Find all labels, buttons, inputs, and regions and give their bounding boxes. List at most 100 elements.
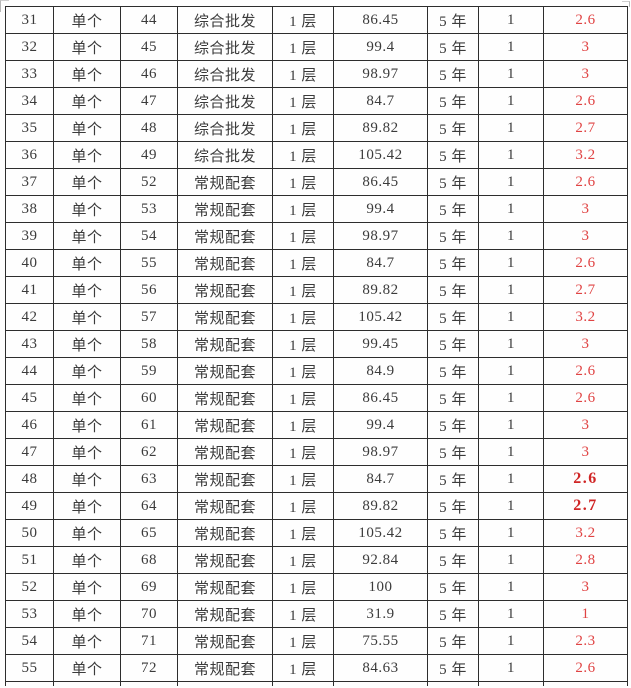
cell-area[interactable]: 100 <box>333 573 428 601</box>
cell-row-number[interactable]: 36 <box>5 141 54 169</box>
cell-unit-number[interactable]: 68 <box>120 546 178 574</box>
cell-area[interactable]: 84.7 <box>333 87 428 115</box>
cell-quantity[interactable]: 1 <box>478 276 544 304</box>
cell-row-number[interactable]: 45 <box>5 384 54 412</box>
cell-unit-number[interactable]: 54 <box>120 222 178 250</box>
cell-term[interactable]: 5 年 <box>427 6 479 34</box>
cell-floor[interactable]: 1 层 <box>272 249 334 277</box>
cell-unit-number[interactable]: 57 <box>120 303 178 331</box>
cell-type[interactable]: 单个 <box>53 60 121 88</box>
cell-unit-number[interactable]: 70 <box>120 600 178 628</box>
cell-unit-number[interactable]: 52 <box>120 168 178 196</box>
cell-quantity[interactable]: 1 <box>478 492 544 520</box>
cell-term[interactable]: 5 年 <box>427 87 479 115</box>
cell-unit-number[interactable]: 46 <box>120 60 178 88</box>
cell-category[interactable]: 常规配套 <box>177 411 273 439</box>
cell-category[interactable]: 综合批发 <box>177 114 273 142</box>
cell-term[interactable]: 5 年 <box>427 627 479 655</box>
cell-type[interactable]: 单个 <box>53 33 121 61</box>
cell-quantity[interactable]: 1 <box>478 438 544 466</box>
cell-category[interactable]: 常规配套 <box>177 384 273 412</box>
cell-rate[interactable]: 3.2 <box>543 519 628 547</box>
cell-unit-number[interactable]: 58 <box>120 330 178 358</box>
cell-quantity[interactable]: 1 <box>478 87 544 115</box>
cell-quantity[interactable]: 1 <box>478 330 544 358</box>
cell-quantity[interactable]: 1 <box>478 168 544 196</box>
cell-rate[interactable]: 2.6 <box>543 384 628 412</box>
cell-unit-number[interactable]: 72 <box>120 654 178 682</box>
cell-area[interactable]: 105.42 <box>333 141 428 169</box>
cell-term[interactable]: 5 年 <box>427 303 479 331</box>
cell-type[interactable]: 单个 <box>53 600 121 628</box>
cell-area[interactable]: 31.9 <box>333 600 428 628</box>
cell-floor[interactable]: 1 层 <box>272 492 334 520</box>
cell-rate[interactable]: 3 <box>543 573 628 601</box>
cell-type[interactable]: 单个 <box>53 573 121 601</box>
cell-floor[interactable]: 1 层 <box>272 465 334 493</box>
cell-quantity[interactable]: 1 <box>478 546 544 574</box>
cell-term[interactable]: 5 年 <box>427 330 479 358</box>
cell-term[interactable]: 5 年 <box>427 519 479 547</box>
cell-category[interactable]: 常规配套 <box>177 438 273 466</box>
cell-floor[interactable]: 1 层 <box>272 600 334 628</box>
cell-category[interactable]: 常规配套 <box>177 330 273 358</box>
cell-term[interactable]: 5 年 <box>427 33 479 61</box>
cell-type[interactable]: 单个 <box>53 303 121 331</box>
cell-type[interactable]: 单个 <box>53 276 121 304</box>
cell-quantity[interactable]: 1 <box>478 303 544 331</box>
cell-unit-number[interactable]: 63 <box>120 465 178 493</box>
cell-floor[interactable]: 1 层 <box>272 6 334 34</box>
cell-category[interactable]: 常规配套 <box>177 249 273 277</box>
cell-type[interactable]: 单个 <box>53 330 121 358</box>
cell-quantity[interactable]: 1 <box>478 249 544 277</box>
cell-area[interactable]: 86.45 <box>333 168 428 196</box>
cell-category[interactable]: 常规配套 <box>177 573 273 601</box>
cell-type[interactable]: 单个 <box>53 465 121 493</box>
cell-area[interactable]: 84.7 <box>333 465 428 493</box>
cell-floor[interactable]: 1 层 <box>272 627 334 655</box>
cell-category[interactable]: 常规配套 <box>177 276 273 304</box>
cell-area[interactable]: 86.45 <box>333 6 428 34</box>
cell-category[interactable]: 常规配套 <box>177 357 273 385</box>
cell-term[interactable]: 5 年 <box>427 492 479 520</box>
cell-floor[interactable]: 1 层 <box>272 33 334 61</box>
cell-category[interactable]: 常规配套 <box>177 654 273 682</box>
cell-type[interactable]: 单个 <box>53 519 121 547</box>
cell-unit-number[interactable]: 69 <box>120 573 178 601</box>
cell-row-number[interactable]: 49 <box>5 492 54 520</box>
cell-term[interactable]: 5 年 <box>427 546 479 574</box>
cell-type[interactable]: 单个 <box>53 627 121 655</box>
cell-unit-number[interactable]: 44 <box>120 6 178 34</box>
cell-type[interactable]: 单个 <box>53 384 121 412</box>
cell-floor[interactable]: 1 层 <box>272 222 334 250</box>
cell-rate[interactable]: 2.6 <box>543 654 628 682</box>
cell-quantity[interactable]: 1 <box>478 60 544 88</box>
cell-category[interactable]: 常规配套 <box>177 492 273 520</box>
cell-area[interactable]: 98.97 <box>333 60 428 88</box>
cell-term[interactable]: 5 年 <box>427 60 479 88</box>
cell-area[interactable]: 105.42 <box>333 519 428 547</box>
cell-floor[interactable]: 1 层 <box>272 384 334 412</box>
cell-quantity[interactable]: 1 <box>478 141 544 169</box>
cell-row-number[interactable]: 38 <box>5 195 54 223</box>
cell-category[interactable]: 综合批发 <box>177 141 273 169</box>
cell-rate[interactable]: 3.2 <box>543 141 628 169</box>
cell-floor[interactable]: 1 层 <box>272 141 334 169</box>
cell-category[interactable]: 常规配套 <box>177 195 273 223</box>
cell-category[interactable]: 常规配套 <box>177 168 273 196</box>
cell-term[interactable]: 5 年 <box>427 222 479 250</box>
cell-term[interactable]: 5 年 <box>427 654 479 682</box>
cell-category[interactable]: 常规配套 <box>177 303 273 331</box>
cell-unit-number[interactable]: 61 <box>120 411 178 439</box>
cell-floor[interactable]: 1 层 <box>272 87 334 115</box>
cell-quantity[interactable]: 1 <box>478 654 544 682</box>
cell-rate[interactable]: 2.6 <box>543 168 628 196</box>
cell-row-number[interactable]: 37 <box>5 168 54 196</box>
cell-row-number[interactable]: 53 <box>5 600 54 628</box>
cell-unit-number[interactable]: 45 <box>120 33 178 61</box>
cell-unit-number[interactable]: 64 <box>120 492 178 520</box>
cell-area[interactable]: 99.4 <box>333 411 428 439</box>
cell-type[interactable]: 单个 <box>53 87 121 115</box>
cell-type[interactable]: 单个 <box>53 654 121 682</box>
cell-row-number[interactable]: 50 <box>5 519 54 547</box>
